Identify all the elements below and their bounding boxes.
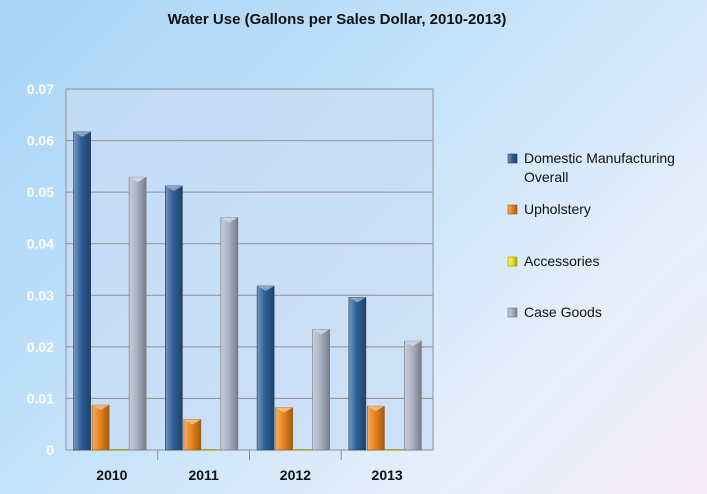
y-tick-label: 0.05 (27, 184, 54, 200)
bar (165, 185, 183, 451)
chart-title: Water Use (Gallons per Sales Dollar, 201… (168, 11, 507, 28)
gridlines (65, 88, 434, 451)
plot-area (66, 89, 433, 450)
bar (404, 340, 422, 451)
bar (110, 449, 128, 451)
bar (202, 449, 220, 451)
y-tick-label: 0.06 (27, 133, 54, 149)
y-tick-label: 0.04 (27, 236, 54, 252)
legend-item: Accessories (507, 253, 599, 269)
bars (73, 131, 422, 451)
legend-swatch (507, 204, 518, 215)
legend-label: Upholstery (524, 201, 591, 217)
legend-label: Domestic Manufacturing Overall (524, 150, 675, 185)
legend-item: Case Goods (507, 304, 602, 320)
legend-item: Domestic Manufacturing Overall (507, 150, 675, 185)
bar (183, 419, 202, 451)
x-tick-label: 2010 (96, 467, 127, 483)
y-tick-label: 0.02 (27, 339, 54, 355)
y-tick-label: 0.01 (27, 390, 54, 406)
bar (220, 217, 239, 451)
legend: Domestic Manufacturing Overall Upholstery A… (507, 150, 675, 320)
bar (367, 405, 385, 451)
bar (293, 449, 312, 451)
bar (348, 297, 367, 451)
y-tick-label: 0 (46, 442, 54, 458)
legend-swatch (507, 153, 518, 164)
y-axis-ticks: 0 0.01 0.02 0.03 0.04 0.05 0.06 0.07 (27, 81, 54, 458)
legend-item: Upholstery (507, 201, 591, 217)
x-axis-ticks: 2010 2011 2012 2013 (96, 450, 403, 483)
legend-swatch (507, 256, 518, 267)
x-tick-label: 2013 (372, 467, 403, 483)
y-tick-label: 0.07 (27, 81, 54, 97)
legend-swatch (507, 307, 518, 318)
bar (91, 404, 110, 451)
y-tick-label: 0.03 (27, 287, 54, 303)
bar (275, 407, 293, 451)
x-tick-label: 2011 (188, 467, 219, 483)
bar (73, 131, 91, 451)
bar (256, 285, 275, 451)
x-tick-label: 2012 (280, 467, 311, 483)
bar (128, 176, 147, 451)
bar (312, 329, 330, 451)
legend-label: Accessories (524, 253, 599, 269)
legend-label: Case Goods (524, 304, 602, 320)
bar (385, 449, 404, 451)
